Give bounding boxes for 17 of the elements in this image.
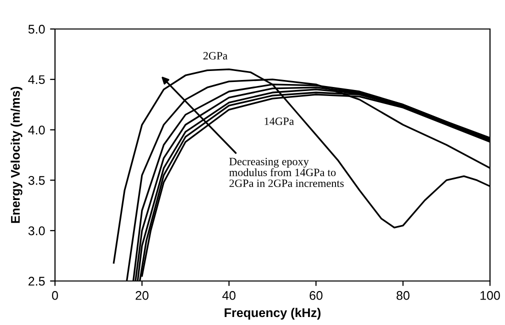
x-tick-label: 100	[480, 291, 500, 300]
y-tick-label: 3.5	[28, 176, 45, 185]
y-axis-title: Energy Velocity (m/ms)	[10, 86, 22, 223]
x-tick-label: 40	[222, 291, 236, 300]
y-tick-label: 4.5	[28, 75, 45, 84]
x-tick-label: 80	[396, 291, 410, 300]
annotation: 14GPa	[264, 118, 294, 126]
y-tick-label: 5.0	[28, 24, 45, 34]
y-tick-label: 3.0	[28, 226, 45, 236]
y-tick-label: 2.5	[28, 276, 45, 286]
x-tick-label: 20	[136, 291, 148, 300]
x-axis-title: Frequency (kHz)	[224, 308, 320, 320]
annotation: Decreasing epoxy modulus from 14GPa to 2GPa in 2GPa increments	[229, 158, 344, 188]
x-tick-label: 60	[310, 291, 322, 300]
annotation: 2GPa	[203, 52, 228, 60]
x-tick-label: 0	[52, 291, 58, 300]
y-tick-label: 4.0	[28, 126, 45, 134]
